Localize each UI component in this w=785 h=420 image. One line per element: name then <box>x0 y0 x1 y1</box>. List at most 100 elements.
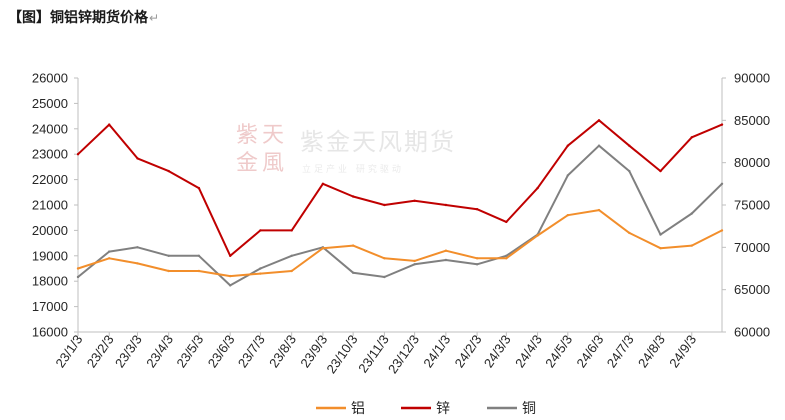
data-point-copper <box>413 263 416 266</box>
data-point-zinc <box>413 199 416 202</box>
x-tick-label: 24/3/3 <box>481 332 514 370</box>
x-tick-label: 23/7/3 <box>235 332 268 370</box>
data-point-copper <box>290 254 293 257</box>
x-tick-label: 23/10/3 <box>323 332 360 376</box>
data-point-aluminum <box>383 257 386 260</box>
legend-label-zinc: 锌 <box>436 401 450 417</box>
data-point-aluminum <box>505 257 508 260</box>
data-point-zinc <box>659 169 662 173</box>
data-point-copper <box>197 254 201 257</box>
series-line-zinc <box>77 119 723 257</box>
data-point-aluminum <box>321 247 325 250</box>
data-point-zinc <box>720 123 724 126</box>
data-point-aluminum <box>197 269 201 273</box>
data-point-aluminum <box>659 247 662 250</box>
data-point-zinc <box>536 186 539 190</box>
data-point-copper <box>659 233 662 236</box>
y-left-tick-label: 25000 <box>32 96 68 111</box>
watermark-logo-char: 紫 <box>236 123 258 148</box>
data-point-zinc <box>136 157 139 160</box>
data-point-zinc <box>197 186 201 190</box>
data-point-aluminum <box>628 231 631 235</box>
data-point-aluminum <box>597 208 601 212</box>
watermark-name: 紫金天风期货 <box>300 128 456 156</box>
x-tick-label: 24/1/3 <box>420 332 453 370</box>
y-left-tick-label: 18000 <box>32 274 68 289</box>
x-tick-label: 23/2/3 <box>84 332 117 370</box>
data-point-aluminum <box>229 274 232 278</box>
data-point-aluminum <box>108 257 111 260</box>
x-tick-label: 23/3/3 <box>112 332 145 370</box>
watermark-logo: 紫 天 金 風 <box>236 123 284 176</box>
watermark-logo-char: 金 <box>236 151 258 176</box>
data-point-zinc <box>321 182 325 185</box>
data-point-zinc <box>444 203 448 207</box>
data-point-copper <box>597 144 601 147</box>
y-right-tick-label: 85000 <box>734 113 770 128</box>
data-point-copper <box>136 246 139 249</box>
data-point-zinc <box>475 208 479 211</box>
y-left-tick-label: 21000 <box>32 198 68 213</box>
y-right-tick-label: 65000 <box>734 282 770 297</box>
y-left-tick-label: 19000 <box>32 248 68 263</box>
series-line-copper <box>77 144 723 287</box>
y-right-tick-label: 60000 <box>734 325 770 340</box>
chart-axes: 16000 17000 18000 19000 20000 21000 22000 23000… <box>32 71 770 377</box>
data-point-aluminum <box>167 269 170 273</box>
x-tick-label: 24/5/3 <box>542 332 575 370</box>
data-point-zinc <box>383 203 386 207</box>
data-point-copper <box>351 271 355 274</box>
legend-label-copper: 铜 <box>522 401 536 417</box>
data-point-zinc <box>690 136 693 139</box>
figure-label: 【图】 <box>8 10 50 26</box>
return-mark: ↵ <box>149 11 160 25</box>
legend-label-aluminum: 铝 <box>351 401 365 417</box>
data-point-copper <box>690 212 693 215</box>
x-tick-label: 23/4/3 <box>143 332 176 370</box>
data-point-copper <box>259 267 262 270</box>
x-tick-label: 24/6/3 <box>573 332 606 370</box>
data-point-copper <box>566 174 569 177</box>
data-point-zinc <box>566 144 569 147</box>
data-point-zinc <box>229 254 232 257</box>
data-point-copper <box>505 254 508 257</box>
y-right-tick-label: 80000 <box>734 155 770 170</box>
data-point-aluminum <box>290 269 293 273</box>
x-tick-label: 24/9/3 <box>666 332 699 370</box>
data-point-zinc <box>259 229 262 232</box>
watermark-slogan: 立足产业 研究驱动 <box>302 163 404 175</box>
data-point-zinc <box>76 153 80 156</box>
series-layer <box>76 119 724 287</box>
figure-title: 铜铝锌期货价格 <box>50 10 148 26</box>
x-tick-label: 23/6/3 <box>205 332 238 370</box>
data-point-aluminum <box>136 262 139 265</box>
data-point-zinc <box>505 220 508 224</box>
y-left-tick-label: 22000 <box>32 172 68 187</box>
y-right-tick-label: 70000 <box>734 240 770 255</box>
data-point-aluminum <box>536 234 539 237</box>
data-point-zinc <box>351 195 355 198</box>
x-tick-label: 24/7/3 <box>604 332 637 370</box>
chart-title: 【图】铜铝锌期货价格↵ <box>8 7 159 27</box>
data-point-copper <box>628 169 631 173</box>
data-point-copper <box>76 275 80 279</box>
data-point-aluminum <box>351 244 355 247</box>
data-point-copper <box>444 258 448 262</box>
data-point-aluminum <box>259 272 262 275</box>
x-tick-label: 23/5/3 <box>173 332 206 370</box>
data-point-zinc <box>628 144 631 147</box>
x-tick-label: 24/2/3 <box>452 332 485 370</box>
data-point-copper <box>108 250 111 253</box>
data-point-copper <box>475 263 479 266</box>
data-point-copper <box>720 182 724 185</box>
watermark: 紫 天 金 風 紫金天风期货 立足产业 研究驱动 <box>236 123 456 176</box>
data-point-zinc <box>597 119 601 122</box>
data-point-zinc <box>290 229 293 232</box>
x-tick-label: 24/8/3 <box>635 332 668 370</box>
watermark-logo-char: 風 <box>262 151 284 176</box>
y-left-tick-label: 16000 <box>32 325 68 340</box>
data-point-aluminum <box>444 249 448 252</box>
data-point-copper <box>167 254 170 257</box>
y-right-tick-label: 75000 <box>734 198 770 213</box>
